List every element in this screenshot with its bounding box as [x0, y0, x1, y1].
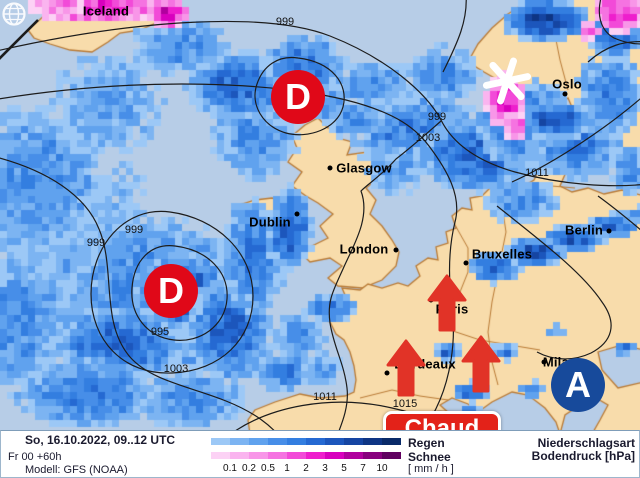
isobar-line [0, 20, 640, 187]
city-label-dublin: Dublin [249, 214, 291, 230]
isobar-value-label: 1003 [415, 132, 441, 144]
rain-legend-label: Regen [408, 436, 445, 450]
low-pressure-symbol: D [271, 70, 325, 124]
legend-scale-value: 0.1 [223, 463, 237, 474]
warm-advection-arrow-icon [461, 335, 501, 393]
isobar-line [328, 120, 442, 430]
rain-color-step [268, 438, 287, 445]
city-label-oslo: Oslo [552, 76, 582, 92]
isobar-value-label: 999 [124, 224, 144, 236]
valid-time-label: So, 16.10.2022, 09..12 UTC [25, 433, 176, 447]
model-run-label: Fr 00 +60h [8, 451, 62, 463]
legend-scale-value: 7 [360, 463, 366, 474]
legend-scale-value: 2 [303, 463, 309, 474]
legend-scale-value: 0.2 [242, 463, 256, 474]
snow-color-step [306, 452, 325, 459]
isobar-line [0, 157, 275, 430]
isobar-value-label: 995 [150, 326, 170, 338]
isobar-line [90, 210, 254, 374]
isobar-value-label: 999 [86, 237, 106, 249]
isobar-line [511, 98, 640, 183]
pressure-title: Bodendruck [hPa] [531, 449, 635, 463]
city-label-berlin: Berlin [564, 222, 604, 238]
isobar-value-label: 1011 [313, 391, 337, 403]
city-label-london: London [339, 241, 389, 257]
snow-legend-colorbar [211, 452, 401, 459]
city-dot-dublin [294, 211, 300, 217]
rain-color-step [306, 438, 325, 445]
isobar-line [0, 83, 458, 430]
legend-unit-label: [ mm / h ] [408, 463, 454, 475]
isobar-line [587, 41, 640, 63]
snow-color-step [249, 452, 268, 459]
isobar-value-label: 999 [275, 16, 295, 28]
rain-color-step [249, 438, 268, 445]
rain-color-step [363, 438, 382, 445]
model-name-label: Modell: GFS (NOAA) [25, 464, 128, 476]
precip-type-title: Niederschlagsart [537, 436, 635, 450]
chaud-warm-advection-label: Chaud [383, 411, 501, 430]
city-dot-milano [541, 359, 547, 365]
globe-icon [2, 2, 26, 26]
legend-scale-value: 10 [376, 463, 388, 474]
isobar-line [597, 195, 640, 231]
snow-color-step [325, 452, 344, 459]
isobar-line [254, 56, 345, 136]
city-dot-berlin [606, 228, 612, 234]
warm-advection-arrow-icon [427, 274, 467, 332]
city-dot-bordeaux [384, 370, 390, 376]
city-label-bruxelles: Bruxelles [471, 246, 533, 262]
isobar-line [0, 19, 39, 60]
rain-color-step [287, 438, 306, 445]
rain-color-step [325, 438, 344, 445]
legend-scale-value: 3 [322, 463, 328, 474]
snow-color-step [344, 452, 363, 459]
legend-scale-value: 1 [284, 463, 290, 474]
snow-legend-label: Schnee [408, 450, 451, 464]
snow-color-step [268, 452, 287, 459]
snow-color-step [382, 452, 401, 459]
warm-advection-arrow-icon [386, 339, 426, 397]
city-dot-oslo [562, 91, 568, 97]
legend-scale-value: 5 [341, 463, 347, 474]
isobar-line [598, 0, 640, 45]
city-dot-glasgow [327, 165, 333, 171]
isobar-value-label: 1003 [163, 363, 189, 375]
legend-scale-values: 0.1 0.2 0.5 1 2 3 5 7 10 [211, 463, 401, 475]
snowflake-icon [482, 57, 532, 105]
weather-map: Chaud 999 999 1003 1011 999 999 995 1003 1011 101… [0, 0, 640, 430]
rain-color-step [382, 438, 401, 445]
high-pressure-symbol: A [551, 358, 605, 412]
rain-legend-colorbar [211, 438, 401, 445]
city-label-iceland: Iceland [82, 3, 130, 19]
rain-color-step [211, 438, 230, 445]
legend-scale-value: 0.5 [261, 463, 275, 474]
precipitation-canvas [0, 0, 640, 430]
city-dot-london [393, 247, 399, 253]
city-dot-bruxelles [463, 260, 469, 266]
city-label-glasgow: Glasgow [336, 160, 392, 176]
isobar-line [442, 0, 467, 73]
low-pressure-symbol: D [144, 264, 198, 318]
isobar-value-label: 1015 [392, 398, 418, 410]
snow-color-step [363, 452, 382, 459]
snow-color-step [287, 452, 306, 459]
snow-color-step [230, 452, 249, 459]
rain-color-step [344, 438, 363, 445]
rain-color-step [230, 438, 249, 445]
isobar-value-label: 999 [427, 111, 447, 123]
isobar-line [131, 245, 228, 341]
footer-bar: So, 16.10.2022, 09..12 UTC Fr 00 +60h Mo… [0, 430, 640, 478]
isobar-value-label: 1011 [525, 167, 549, 179]
snow-color-step [211, 452, 230, 459]
